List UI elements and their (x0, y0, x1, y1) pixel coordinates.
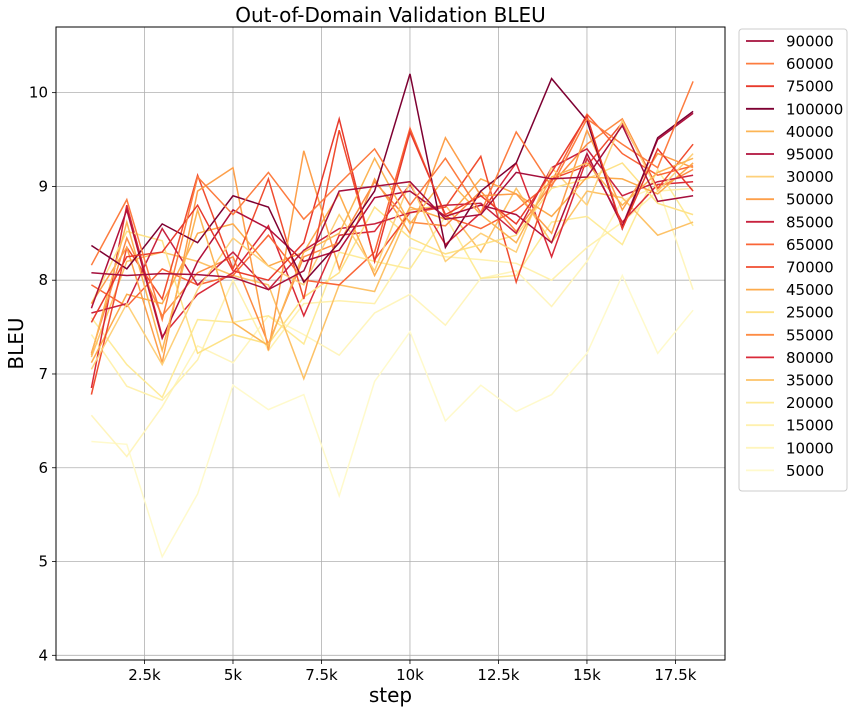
y-tick-label: 5 (38, 553, 48, 571)
legend-label: 100000 (786, 100, 843, 118)
legend: 90000 60000 75000 100000 40000 95000 30000 5000… (738, 28, 848, 492)
chart-title: Out-of-Domain Validation BLEU (235, 3, 545, 27)
x-tick-label: 2.5k (128, 666, 161, 684)
legend-label: 70000 (786, 259, 834, 277)
series-line-25000 (90, 162, 694, 355)
legend-label: 95000 (786, 146, 834, 164)
legend-label: 80000 (786, 349, 834, 367)
x-tick-label: 7.5k (305, 666, 338, 684)
series-line-75000 (90, 114, 694, 323)
x-tick-label: 5k (224, 666, 243, 684)
y-axis-ticks: 4 5 6 7 8 9 10 (29, 84, 56, 664)
legend-label: 5000 (786, 462, 824, 480)
series-line-70000 (90, 121, 694, 395)
legend-label: 85000 (786, 213, 834, 231)
legend-label: 40000 (786, 123, 834, 141)
y-tick-label: 4 (38, 646, 48, 664)
legend-label: 10000 (786, 439, 834, 457)
series-line-10000 (90, 185, 694, 458)
x-axis-label: step (369, 683, 412, 707)
series-line-15000 (90, 187, 694, 402)
plot-area-frame (55, 26, 726, 661)
series-line-65000 (91, 112, 694, 308)
series-line-60000 (90, 81, 694, 323)
legend-label: 35000 (786, 372, 834, 390)
y-tick-label: 6 (38, 459, 48, 477)
legend-label: 65000 (786, 236, 834, 254)
legend-label: 15000 (786, 417, 834, 435)
legend-label: 75000 (786, 78, 834, 96)
legend-label: 20000 (786, 394, 834, 412)
x-tick-label: 15k (573, 666, 601, 684)
series-lines (90, 73, 694, 559)
series-line-40000 (90, 156, 694, 356)
x-axis-ticks: 2.5k 5k 7.5k 10k 12.5k 15k 17.5k (128, 660, 697, 684)
y-tick-label: 7 (38, 365, 48, 383)
y-tick-label: 8 (38, 271, 48, 289)
legend-label: 25000 (786, 304, 834, 322)
series-line-30000 (90, 119, 694, 370)
series-line-50000 (90, 128, 694, 363)
series-line-45000 (90, 162, 694, 364)
legend-label: 55000 (786, 326, 834, 344)
legend-label: 50000 (786, 191, 834, 209)
series-line-90000 (91, 123, 694, 291)
y-axis-label: BLEU (4, 317, 28, 369)
legend-box (738, 28, 848, 492)
series-line-100000 (90, 73, 694, 284)
series-line-20000 (90, 167, 694, 399)
series-line-5000 (91, 273, 694, 559)
x-tick-label: 12.5k (477, 666, 519, 684)
series-line-35000 (90, 186, 694, 381)
legend-label: 45000 (786, 281, 834, 299)
y-tick-label: 10 (29, 84, 48, 102)
legend-label: 90000 (786, 33, 834, 51)
x-tick-label: 17.5k (654, 666, 696, 684)
legend-label: 60000 (786, 55, 834, 73)
x-tick-label: 10k (396, 666, 424, 684)
legend-label: 30000 (786, 168, 834, 186)
y-tick-label: 9 (38, 177, 48, 195)
